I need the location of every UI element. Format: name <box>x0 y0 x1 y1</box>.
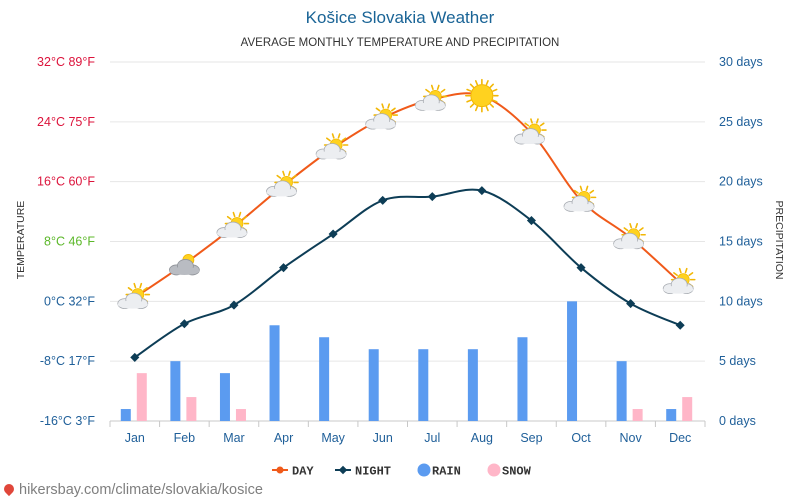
rain-bar <box>517 337 528 421</box>
chart-subtitle: AVERAGE MONTHLY TEMPERATURE AND PRECIPIT… <box>241 37 560 49</box>
snow-bar <box>235 409 246 421</box>
partly-cloudy-icon <box>315 133 349 160</box>
temperature-tick-label: -8°C 17°F <box>40 354 96 368</box>
snow-bar <box>632 409 643 421</box>
rain-bar <box>170 361 181 421</box>
legend-item-day[interactable]: DAY <box>272 465 314 479</box>
legend: DAY NIGHT RAIN SNOW <box>272 463 532 479</box>
temperature-tick-label: 8°C 46°F <box>44 235 95 249</box>
partly-cloudy-icon <box>662 267 696 295</box>
source-link[interactable]: hikersbay.com/climate/slovakia/kosice <box>19 482 263 498</box>
sun-icon <box>465 78 499 113</box>
month-label: Mar <box>223 431 245 445</box>
partly-cloudy-icon <box>216 211 250 238</box>
month-label: Feb <box>174 431 196 445</box>
legend-item-night[interactable]: NIGHT <box>335 465 391 479</box>
precipitation-tick-label: 20 days <box>719 175 763 189</box>
partly-cloudy-icon <box>563 185 597 212</box>
chart-title: Košice Slovakia Weather <box>306 8 495 27</box>
night-point <box>378 195 388 205</box>
rain-bar <box>666 409 677 421</box>
month-label: Apr <box>274 431 293 445</box>
night-point <box>526 216 536 226</box>
month-label: Aug <box>471 431 493 445</box>
rain-bar <box>269 325 280 421</box>
legend-item-snow[interactable]: SNOW <box>487 463 532 479</box>
temperature-tick-label: 24°C 75°F <box>37 115 95 129</box>
location-pin-icon <box>1 481 17 497</box>
month-label: Sep <box>520 431 542 445</box>
partly-cloudy-icon <box>365 103 399 130</box>
partly-cloudy-icon <box>613 223 646 250</box>
precipitation-tick-label: 25 days <box>719 115 763 129</box>
month-axis: Jan Feb Mar Apr May Jun Jul Aug Sep Oct Nov Dec <box>109 421 706 445</box>
day-temperature-line <box>134 92 681 299</box>
temperature-lines <box>130 92 685 362</box>
night-point <box>130 352 140 362</box>
source-footer: hikersbay.com/climate/slovakia/kosice <box>1 481 263 498</box>
night-point <box>626 299 636 309</box>
rain-bar <box>120 409 131 421</box>
snow-bar <box>136 373 147 421</box>
legend-item-rain[interactable]: RAIN <box>417 463 461 479</box>
month-label: Jul <box>424 431 440 445</box>
temperature-axis: 32°C 89°F 24°C 75°F 16°C 60°F 8°C 46°F 0°C 3… <box>37 55 95 428</box>
temperature-tick-label: 0°C 32°F <box>44 294 95 308</box>
night-temperature-line <box>134 188 681 359</box>
legend-label: DAY <box>292 465 314 479</box>
snow-bar <box>682 397 693 421</box>
night-point <box>427 192 437 202</box>
rain-bar <box>616 361 627 421</box>
precipitation-tick-label: 5 days <box>719 354 756 368</box>
legend-label: SNOW <box>502 465 532 479</box>
temperature-tick-label: 32°C 89°F <box>37 55 95 69</box>
temperature-tick-label: 16°C 60°F <box>37 175 95 189</box>
night-point <box>229 300 239 310</box>
month-label: Oct <box>571 431 591 445</box>
precipitation-axis-label: PRECIPITATION <box>773 201 785 280</box>
rain-bar <box>368 349 379 421</box>
night-point <box>675 320 685 330</box>
rain-bar <box>219 373 230 421</box>
month-label: Jun <box>373 431 393 445</box>
precipitation-tick-label: 15 days <box>719 235 763 249</box>
rain-bar <box>418 349 429 421</box>
legend-label: RAIN <box>432 465 461 479</box>
night-point <box>477 186 487 196</box>
month-label: May <box>321 431 345 445</box>
month-label: Jan <box>125 431 145 445</box>
temperature-axis-label: TEMPERATURE <box>15 201 27 280</box>
weather-icons <box>117 78 696 309</box>
temperature-tick-label: -16°C 3°F <box>40 414 96 428</box>
snow-bar <box>186 397 197 421</box>
rain-bar <box>467 349 478 421</box>
month-label: Dec <box>669 431 691 445</box>
precipitation-axis: 30 days 25 days 20 days 15 days 10 days 5 day… <box>719 55 763 428</box>
partly-cloudy-icon <box>266 170 299 197</box>
partly-cloudy-icon <box>514 118 547 145</box>
rain-bar <box>319 337 330 421</box>
legend-label: NIGHT <box>355 465 391 479</box>
partly-cloudy-icon <box>117 282 151 309</box>
precipitation-tick-label: 0 days <box>719 414 756 428</box>
precipitation-tick-label: 10 days <box>719 294 763 308</box>
partly-cloudy-icon <box>414 84 448 111</box>
cloudy-icon <box>168 254 200 276</box>
rain-bar <box>567 301 578 421</box>
night-point <box>179 319 189 329</box>
precipitation-bars <box>120 301 693 421</box>
precipitation-tick-label: 30 days <box>719 55 763 69</box>
month-label: Nov <box>620 431 643 445</box>
